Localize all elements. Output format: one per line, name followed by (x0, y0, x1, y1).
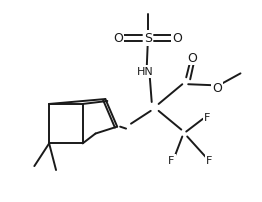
Text: F: F (204, 112, 210, 122)
Text: F: F (206, 155, 212, 165)
Text: S: S (144, 32, 152, 45)
Text: HN: HN (137, 67, 153, 77)
Text: O: O (172, 32, 182, 45)
Text: O: O (212, 81, 222, 94)
Text: F: F (168, 155, 175, 165)
Text: O: O (187, 52, 197, 65)
Text: O: O (113, 32, 123, 45)
